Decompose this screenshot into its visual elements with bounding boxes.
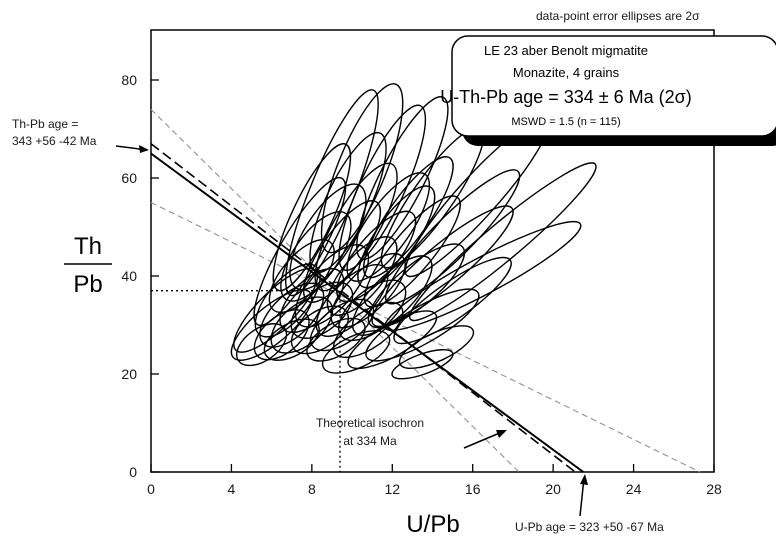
error-ellipse-32	[393, 256, 512, 345]
x-tick-label-4: 4	[228, 481, 236, 497]
error-ellipse-38	[230, 289, 313, 361]
isochron-arrowhead	[496, 430, 507, 438]
y-tick-label-0: 0	[129, 464, 137, 480]
upb-age-arrowhead	[580, 474, 588, 485]
error-ellipse-43	[321, 330, 391, 374]
envelope-line-1	[150, 108, 520, 473]
error-ellipse-49	[357, 185, 436, 289]
x-tick-label-0: 0	[147, 481, 155, 497]
error-ellipse-50	[391, 348, 454, 380]
isochron-lines	[150, 143, 584, 473]
ellipse-note: data-point error ellipses are 2σ	[536, 9, 700, 23]
error-ellipse-44	[398, 325, 475, 369]
error-ellipse-37	[233, 267, 319, 353]
error-ellipse-42	[302, 200, 382, 303]
x-tick-label-16: 16	[465, 481, 481, 497]
y-axis-title-denominator: Pb	[73, 271, 102, 298]
error-ellipse-48	[409, 162, 597, 322]
error-ellipse-28	[371, 205, 514, 328]
isochron-arrow	[463, 431, 503, 449]
error-ellipse-26	[363, 195, 461, 308]
x-tick-label-8: 8	[308, 481, 316, 497]
fitted-isochron-line	[150, 152, 584, 473]
legend-box	[451, 35, 776, 137]
isochron-label-1: Theoretical isochron	[316, 416, 424, 430]
error-ellipses	[230, 83, 597, 380]
x-tick-label-24: 24	[626, 481, 642, 497]
upb-age-label: U-Pb age = 323 +50 -67 Ma	[515, 520, 664, 534]
x-tick-label-28: 28	[706, 481, 722, 497]
legend-line-2: Monazite, 4 grains	[513, 65, 620, 80]
thpb-age-label-2: 343 +56 -42 Ma	[12, 134, 97, 148]
y-tick-label-40: 40	[121, 268, 137, 284]
error-ellipse-19	[289, 183, 367, 291]
y-tick-label-20: 20	[121, 366, 137, 382]
legend-line-3: U-Th-Pb age = 334 ± 6 Ma (2σ)	[440, 87, 692, 107]
isochron-label-2: at 334 Ma	[343, 434, 397, 448]
x-tick-label-12: 12	[384, 481, 400, 497]
error-ellipse-46	[330, 253, 406, 329]
error-ellipse-41	[336, 210, 417, 303]
error-ellipse-20	[314, 162, 398, 292]
error-ellipse-36	[253, 176, 347, 327]
x-axis-ticks: 0 4 8 12 16 20 24 28	[147, 464, 722, 497]
error-ellipse-22	[338, 104, 427, 272]
error-ellipse-15	[306, 317, 366, 362]
error-ellipse-16	[263, 318, 320, 361]
error-ellipse-45	[290, 305, 349, 355]
x-tick-label-20: 20	[545, 481, 561, 497]
x-axis-title: U/Pb	[406, 511, 459, 538]
legend-line-4: MSWD = 1.5 (n = 115)	[511, 116, 620, 128]
thpb-age-arrowhead	[139, 145, 149, 153]
plot-frame	[150, 29, 715, 473]
y-axis-ticks: 0 20 40 60 80	[121, 72, 159, 480]
error-ellipse-18	[351, 255, 433, 336]
thpb-age-label-1: Th-Pb age =	[12, 117, 78, 131]
legend-line-1: LE 23 aber Benolt migmatite	[484, 43, 648, 58]
y-tick-label-60: 60	[121, 170, 137, 186]
y-tick-label-80: 80	[121, 72, 137, 88]
y-axis-title-numerator: Th	[74, 233, 102, 260]
error-ellipse-40	[367, 243, 466, 329]
error-ellipse-34	[285, 89, 379, 297]
